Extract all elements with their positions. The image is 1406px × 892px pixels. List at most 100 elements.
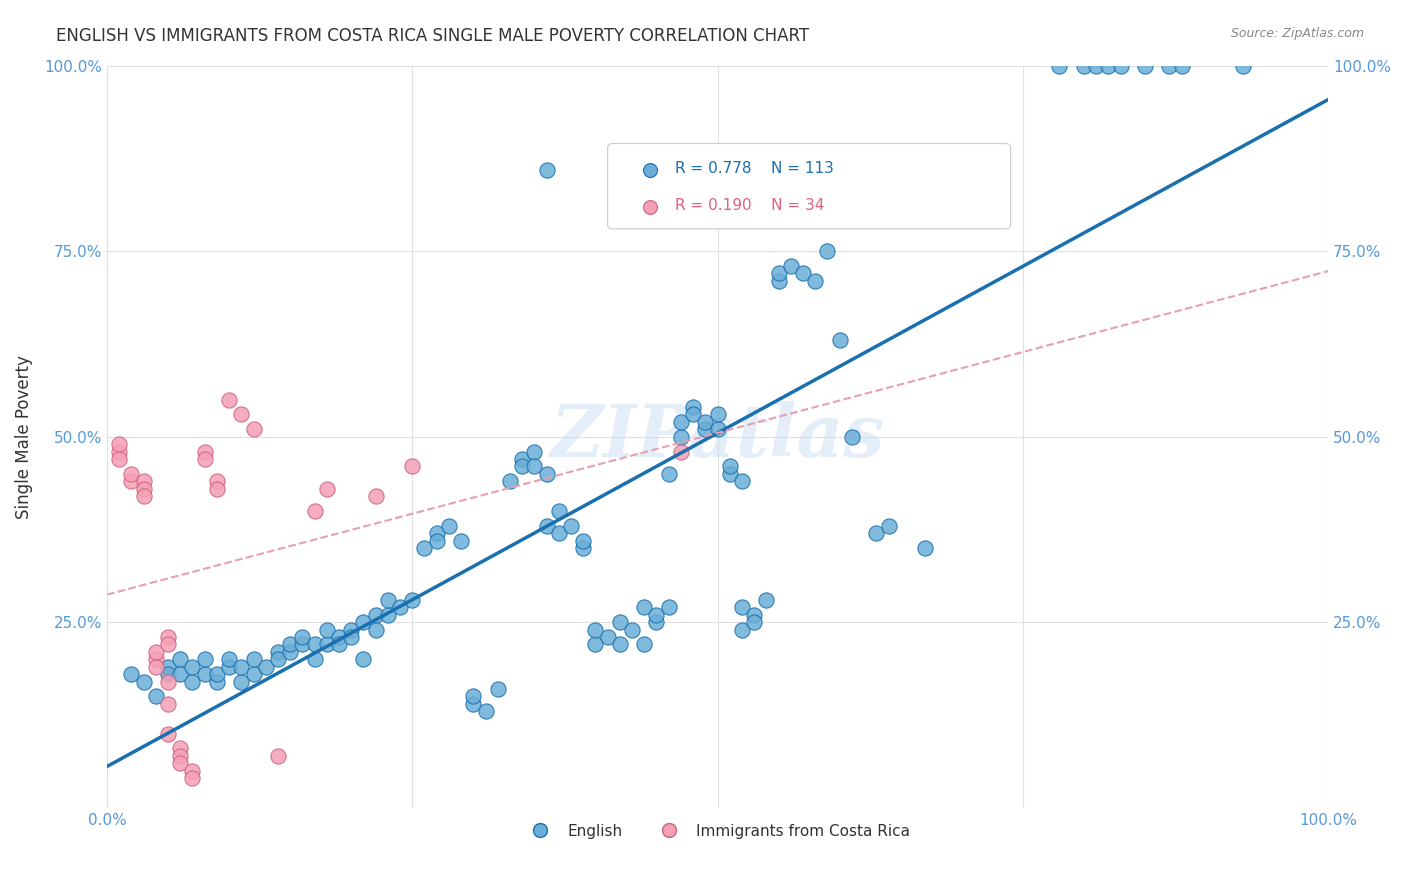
Immigrants from Costa Rica <box>157 726 180 740</box>
English <box>352 652 374 666</box>
English <box>205 674 228 689</box>
English <box>157 659 180 673</box>
English <box>242 667 264 681</box>
Immigrants from Costa Rica <box>205 482 228 496</box>
English <box>742 615 765 630</box>
FancyBboxPatch shape <box>607 144 1011 229</box>
English <box>132 674 155 689</box>
Immigrants from Costa Rica <box>169 741 191 756</box>
English <box>278 638 301 652</box>
Immigrants from Costa Rica <box>181 764 204 778</box>
English <box>377 593 399 607</box>
Immigrants from Costa Rica <box>267 748 290 763</box>
English <box>218 652 240 666</box>
English <box>474 704 496 718</box>
English <box>828 333 851 347</box>
English <box>328 630 350 644</box>
English <box>1133 59 1156 73</box>
English <box>364 607 387 622</box>
Immigrants from Costa Rica <box>120 474 142 488</box>
Immigrants from Costa Rica <box>157 674 180 689</box>
Text: Source: ZipAtlas.com: Source: ZipAtlas.com <box>1230 27 1364 40</box>
English <box>315 638 337 652</box>
English <box>865 526 887 541</box>
Immigrants from Costa Rica <box>194 444 217 458</box>
Immigrants from Costa Rica <box>157 697 180 711</box>
English <box>510 452 533 467</box>
English <box>267 645 290 659</box>
Legend: English, Immigrants from Costa Rica: English, Immigrants from Costa Rica <box>519 817 917 845</box>
English <box>267 652 290 666</box>
Immigrants from Costa Rica <box>108 444 131 458</box>
English <box>340 630 363 644</box>
English <box>695 415 717 429</box>
English <box>1109 59 1132 73</box>
English <box>231 659 253 673</box>
English <box>231 674 253 689</box>
Immigrants from Costa Rica <box>205 474 228 488</box>
English <box>1159 59 1181 73</box>
English <box>377 607 399 622</box>
English <box>731 600 754 615</box>
English <box>706 422 728 436</box>
English <box>352 615 374 630</box>
English <box>218 659 240 673</box>
Immigrants from Costa Rica <box>315 482 337 496</box>
English <box>523 444 546 458</box>
English <box>560 518 582 533</box>
English <box>157 667 180 681</box>
English <box>242 652 264 666</box>
Immigrants from Costa Rica <box>132 482 155 496</box>
English <box>609 615 631 630</box>
English <box>194 652 217 666</box>
English <box>669 430 692 444</box>
English <box>583 623 606 637</box>
English <box>706 408 728 422</box>
Immigrants from Costa Rica <box>304 504 326 518</box>
English <box>304 652 326 666</box>
English <box>695 422 717 436</box>
English <box>914 541 936 555</box>
English <box>596 630 619 644</box>
Immigrants from Costa Rica <box>364 489 387 503</box>
English <box>536 518 558 533</box>
English <box>718 459 741 474</box>
English <box>547 526 569 541</box>
English <box>658 600 681 615</box>
English <box>621 623 644 637</box>
English <box>682 408 704 422</box>
Immigrants from Costa Rica <box>132 474 155 488</box>
English <box>463 697 485 711</box>
English <box>389 600 412 615</box>
English <box>682 400 704 414</box>
Immigrants from Costa Rica <box>145 652 167 666</box>
Point <box>640 162 662 177</box>
English <box>450 533 472 548</box>
English <box>1097 59 1119 73</box>
English <box>401 593 423 607</box>
English <box>877 518 900 533</box>
Text: R = 0.778    N = 113: R = 0.778 N = 113 <box>675 161 834 176</box>
English <box>1170 59 1192 73</box>
English <box>437 518 460 533</box>
English <box>194 667 217 681</box>
English <box>779 259 801 273</box>
English <box>205 667 228 681</box>
English <box>426 526 449 541</box>
Immigrants from Costa Rica <box>669 444 692 458</box>
English <box>768 274 790 288</box>
English <box>304 638 326 652</box>
English <box>755 593 778 607</box>
English <box>291 638 314 652</box>
English <box>536 467 558 481</box>
English <box>645 607 668 622</box>
English <box>768 267 790 281</box>
Immigrants from Costa Rica <box>157 630 180 644</box>
English <box>633 638 655 652</box>
English <box>328 638 350 652</box>
English <box>792 267 814 281</box>
Text: ENGLISH VS IMMIGRANTS FROM COSTA RICA SINGLE MALE POVERTY CORRELATION CHART: ENGLISH VS IMMIGRANTS FROM COSTA RICA SI… <box>56 27 810 45</box>
English <box>583 638 606 652</box>
English <box>633 600 655 615</box>
English <box>510 459 533 474</box>
